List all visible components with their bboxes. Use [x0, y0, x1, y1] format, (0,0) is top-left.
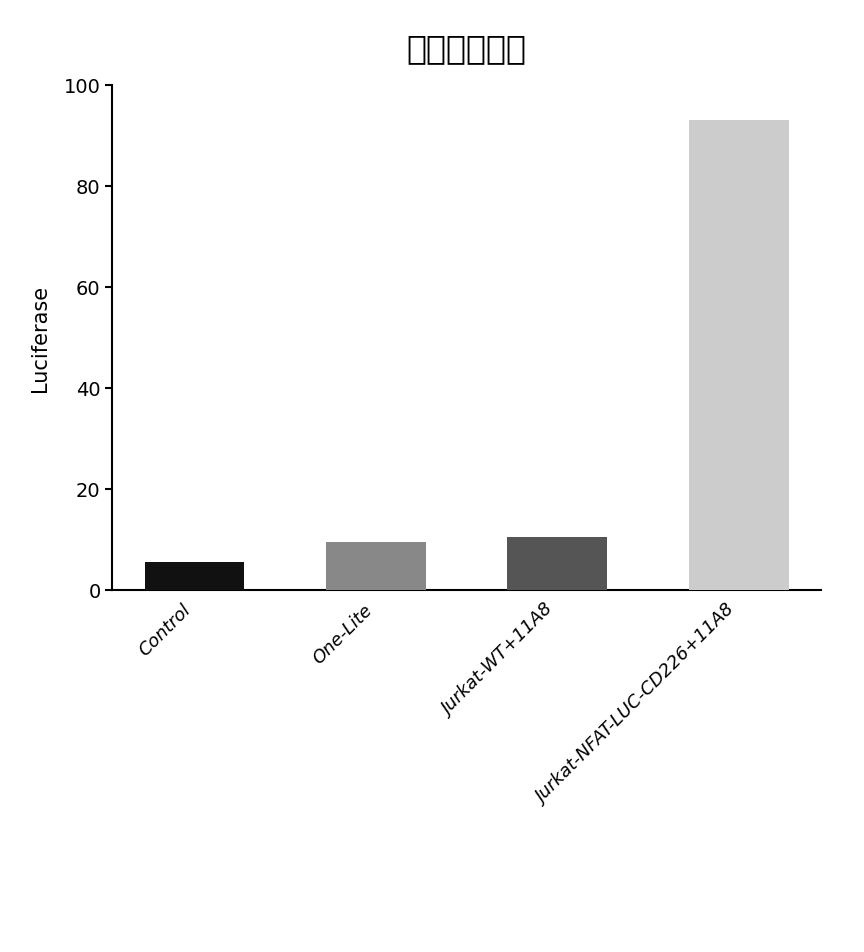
Bar [507, 537, 607, 590]
Y-axis label: Luciferase: Luciferase [29, 285, 50, 391]
Text: Control: Control [136, 601, 194, 659]
Bar [689, 121, 789, 590]
Text: Jurkat-NFAT-LUC-CD226+11A8: Jurkat-NFAT-LUC-CD226+11A8 [533, 601, 739, 806]
Text: One-Lite: One-Lite [309, 601, 376, 667]
Bar [144, 563, 245, 590]
Text: Jurkat-WT+11A8: Jurkat-WT+11A8 [439, 601, 557, 719]
Title: 报告功能鉴定: 报告功能鉴定 [407, 32, 526, 65]
Bar [326, 543, 426, 590]
